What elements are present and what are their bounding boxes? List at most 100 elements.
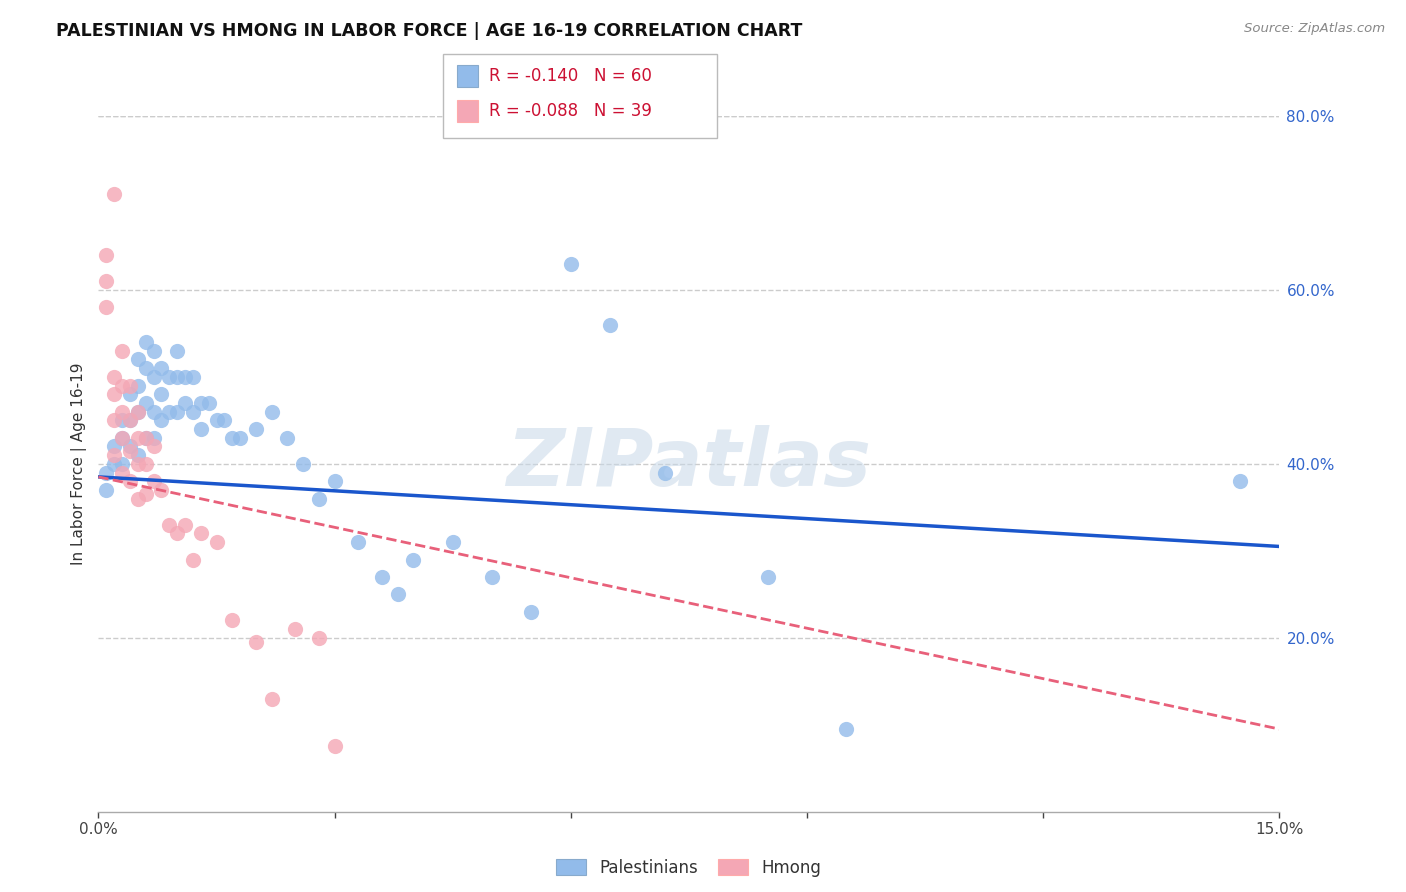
Point bbox=[135, 431, 157, 445]
Point bbox=[135, 431, 157, 445]
Point bbox=[599, 318, 621, 332]
Point bbox=[111, 378, 134, 392]
Point bbox=[103, 457, 125, 471]
Point bbox=[371, 570, 394, 584]
Point bbox=[260, 405, 283, 419]
Point bbox=[387, 587, 409, 601]
Point bbox=[166, 526, 188, 541]
Point bbox=[402, 552, 425, 566]
Point bbox=[166, 343, 188, 358]
Point bbox=[142, 440, 165, 454]
Point bbox=[142, 474, 165, 488]
Point bbox=[118, 440, 141, 454]
Point bbox=[142, 405, 165, 419]
Text: ZIPatlas: ZIPatlas bbox=[506, 425, 872, 503]
Point bbox=[520, 605, 543, 619]
Point bbox=[150, 387, 173, 401]
Point bbox=[127, 491, 149, 506]
Point bbox=[181, 369, 204, 384]
Point bbox=[190, 396, 212, 410]
Point bbox=[135, 396, 157, 410]
Point bbox=[560, 257, 582, 271]
Point bbox=[118, 378, 141, 392]
Point bbox=[221, 431, 243, 445]
Point bbox=[174, 369, 197, 384]
Point bbox=[756, 570, 779, 584]
Point bbox=[127, 352, 149, 367]
Point bbox=[481, 570, 503, 584]
Point bbox=[118, 387, 141, 401]
Point bbox=[127, 431, 149, 445]
Point bbox=[135, 361, 157, 376]
Point bbox=[118, 443, 141, 458]
Point bbox=[166, 405, 188, 419]
Point bbox=[111, 457, 134, 471]
Point bbox=[441, 535, 464, 549]
Point bbox=[111, 343, 134, 358]
Point bbox=[181, 552, 204, 566]
Point bbox=[308, 631, 330, 645]
Point bbox=[127, 405, 149, 419]
Point bbox=[127, 448, 149, 462]
Point bbox=[103, 369, 125, 384]
Point bbox=[166, 369, 188, 384]
Point bbox=[221, 614, 243, 628]
Point bbox=[142, 369, 165, 384]
Point bbox=[245, 422, 267, 436]
Point bbox=[260, 691, 283, 706]
Point bbox=[118, 413, 141, 427]
Point bbox=[347, 535, 370, 549]
Point bbox=[205, 535, 228, 549]
Point bbox=[150, 413, 173, 427]
Point bbox=[142, 343, 165, 358]
Point bbox=[654, 466, 676, 480]
Point bbox=[835, 722, 858, 736]
Point bbox=[111, 405, 134, 419]
Point bbox=[190, 422, 212, 436]
Point bbox=[190, 526, 212, 541]
Point bbox=[174, 396, 197, 410]
Legend: Palestinians, Hmong: Palestinians, Hmong bbox=[550, 852, 828, 883]
Y-axis label: In Labor Force | Age 16-19: In Labor Force | Age 16-19 bbox=[72, 362, 87, 566]
Point bbox=[229, 431, 252, 445]
Point bbox=[150, 361, 173, 376]
Point bbox=[96, 466, 118, 480]
Point bbox=[103, 413, 125, 427]
Point bbox=[157, 369, 180, 384]
Text: Source: ZipAtlas.com: Source: ZipAtlas.com bbox=[1244, 22, 1385, 36]
Point bbox=[111, 413, 134, 427]
Point bbox=[181, 405, 204, 419]
Point bbox=[142, 431, 165, 445]
Point bbox=[292, 457, 315, 471]
Point bbox=[1229, 474, 1251, 488]
Point bbox=[127, 378, 149, 392]
Point bbox=[245, 635, 267, 649]
Point bbox=[103, 187, 125, 202]
Point bbox=[214, 413, 236, 427]
Text: R = -0.088   N = 39: R = -0.088 N = 39 bbox=[489, 102, 652, 120]
Point bbox=[96, 248, 118, 262]
Point bbox=[127, 405, 149, 419]
Point bbox=[135, 457, 157, 471]
Point bbox=[127, 457, 149, 471]
Point bbox=[135, 334, 157, 349]
Point bbox=[197, 396, 219, 410]
Point bbox=[111, 431, 134, 445]
Text: PALESTINIAN VS HMONG IN LABOR FORCE | AGE 16-19 CORRELATION CHART: PALESTINIAN VS HMONG IN LABOR FORCE | AG… bbox=[56, 22, 803, 40]
Text: R = -0.140   N = 60: R = -0.140 N = 60 bbox=[489, 67, 652, 86]
Point bbox=[103, 448, 125, 462]
Point bbox=[103, 387, 125, 401]
Point bbox=[103, 440, 125, 454]
Point bbox=[135, 487, 157, 501]
Point bbox=[157, 405, 180, 419]
Point bbox=[150, 483, 173, 497]
Point bbox=[174, 517, 197, 532]
Point bbox=[111, 466, 134, 480]
Point bbox=[96, 300, 118, 315]
Point bbox=[96, 274, 118, 288]
Point bbox=[284, 622, 307, 636]
Point bbox=[157, 517, 180, 532]
Point bbox=[276, 431, 298, 445]
Point bbox=[96, 483, 118, 497]
Point bbox=[118, 413, 141, 427]
